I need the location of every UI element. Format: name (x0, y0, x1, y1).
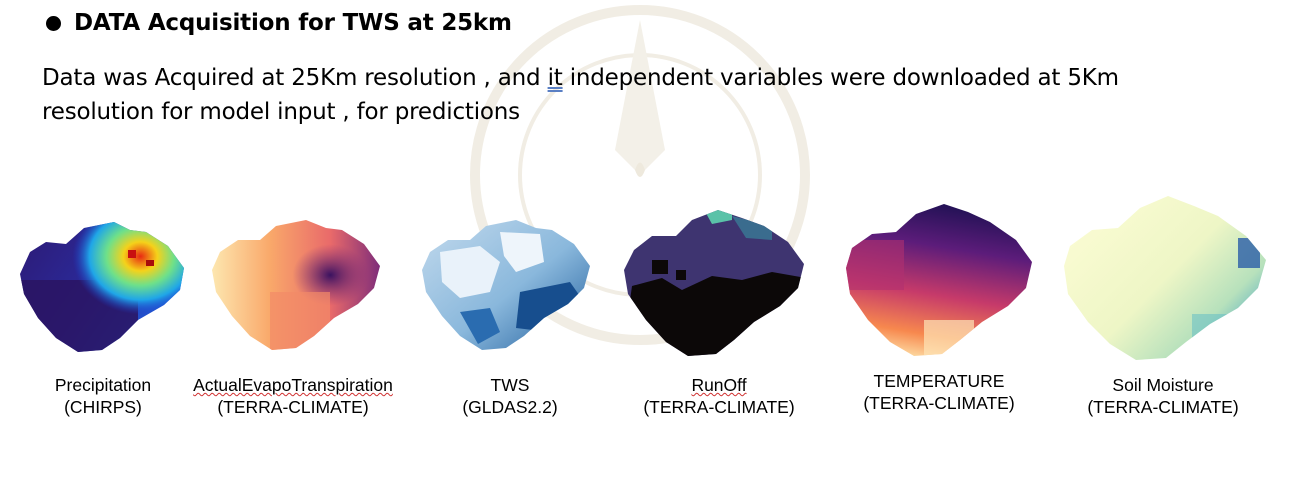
temperature-source: (TERRA-CLIMATE) (863, 393, 1015, 413)
precipitation-map (18, 210, 188, 355)
precipitation-caption: Precipitation (CHIRPS) (28, 374, 178, 418)
tws-source: (GLDAS2.2) (462, 397, 558, 417)
evapotranspiration-caption: ActualEvapoTranspiration (TERRA-CLIMATE) (178, 374, 408, 418)
evapotranspiration-label: ActualEvapoTranspiration (193, 375, 393, 395)
bullet-dot (46, 15, 61, 31)
temperature-label: TEMPERATURE (873, 371, 1005, 391)
soil-moisture-source: (TERRA-CLIMATE) (1087, 397, 1239, 417)
precipitation-label: Precipitation (54, 375, 152, 395)
paragraph-text-1: Data was Acquired at 25Km resolution , a… (42, 65, 548, 91)
paragraph-underlined-word: it (547, 65, 563, 91)
runoff-source: (TERRA-CLIMATE) (643, 397, 795, 417)
evapotranspiration-map (210, 212, 382, 352)
tws-label: TWS (490, 375, 530, 395)
temperature-caption: TEMPERATURE (TERRA-CLIMATE) (844, 370, 1034, 414)
precipitation-source: (CHIRPS) (64, 397, 142, 417)
temperature-map (844, 200, 1034, 358)
tws-caption: TWS (GLDAS2.2) (440, 374, 580, 418)
evapotranspiration-source: (TERRA-CLIMATE) (217, 397, 369, 417)
tws-map (420, 212, 592, 352)
paragraph-line-2: resolution for model input , for predict… (42, 99, 520, 125)
soil-moisture-label: Soil Moisture (1112, 375, 1214, 395)
soil-moisture-caption: Soil Moisture (TERRA-CLIMATE) (1068, 374, 1258, 418)
runoff-label: RunOff (691, 375, 747, 395)
heading-bullet-line: DATA Acquisition for TWS at 25km (46, 10, 512, 36)
slide-heading: DATA Acquisition for TWS at 25km (74, 10, 512, 36)
paragraph-text-2: independent variables were downloaded at… (562, 65, 1119, 91)
runoff-map (622, 206, 806, 358)
runoff-caption: RunOff (TERRA-CLIMATE) (624, 374, 814, 418)
description-paragraph: Data was Acquired at 25Km resolution , a… (42, 61, 1242, 129)
soil-moisture-map (1062, 194, 1268, 362)
